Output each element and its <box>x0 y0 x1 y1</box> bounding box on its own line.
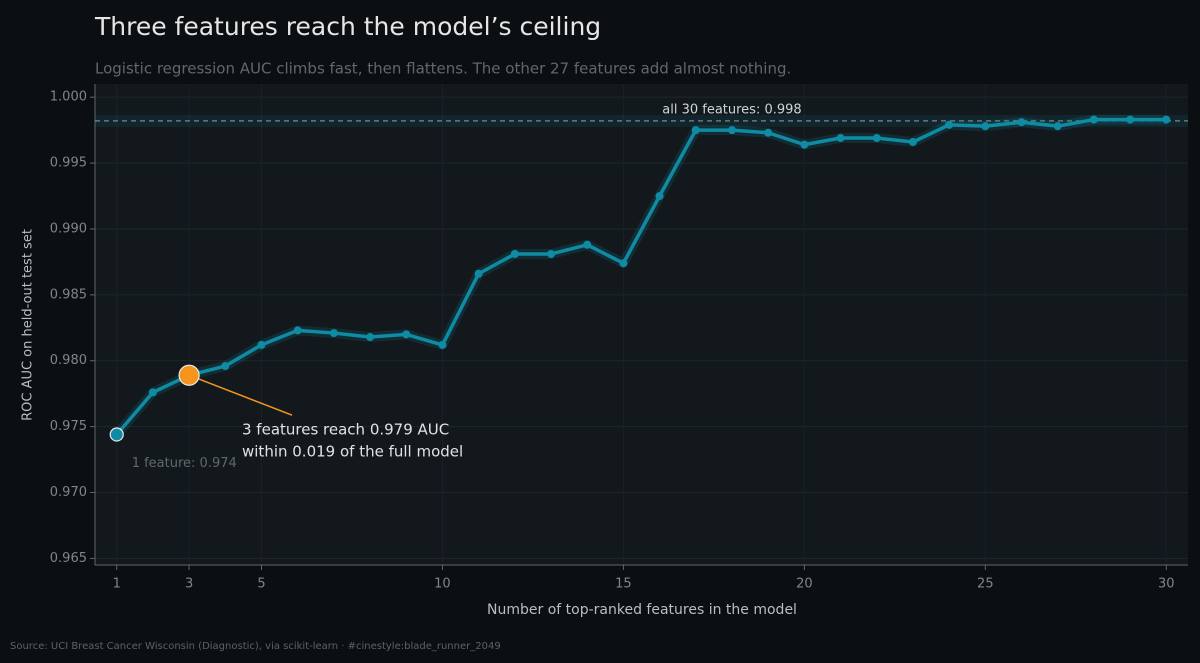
y-tick-label: 0.970 <box>50 485 87 500</box>
annotation: within 0.019 of the full model <box>242 443 463 461</box>
point <box>293 326 302 335</box>
x-tick-label: 10 <box>434 577 451 592</box>
point <box>1162 115 1171 124</box>
highlight-point <box>178 364 200 386</box>
point <box>836 134 845 143</box>
point <box>945 120 954 129</box>
point <box>474 269 483 278</box>
point <box>583 240 592 249</box>
point <box>438 340 447 349</box>
point <box>619 259 628 268</box>
line <box>115 117 1167 436</box>
point <box>872 134 881 143</box>
annotation: 3 features reach 0.979 AUC <box>242 421 449 439</box>
x-tick-label: 3 <box>185 577 193 592</box>
y-tick-label: 0.990 <box>50 221 87 236</box>
point <box>148 388 157 397</box>
x-axis-label: Number of top-ranked features in the mod… <box>487 602 797 618</box>
point <box>510 249 519 258</box>
x-tick-label: 15 <box>615 577 632 592</box>
point <box>908 137 917 146</box>
point <box>1017 118 1026 127</box>
point <box>981 122 990 131</box>
reference-label: all 30 features: 0.998 <box>662 102 801 117</box>
point <box>655 192 664 201</box>
y-axis-label: ROC AUC on held-out test set <box>21 229 36 421</box>
annotation-arrow <box>188 374 293 416</box>
x-tick-label: 1 <box>113 577 121 592</box>
point <box>800 140 809 149</box>
y-tick-label: 0.985 <box>50 287 87 302</box>
point <box>1126 115 1135 124</box>
reference-glow <box>95 114 1188 127</box>
point <box>764 128 773 137</box>
highlight-point <box>109 427 124 442</box>
point <box>1053 122 1062 131</box>
point <box>329 329 338 338</box>
x-tick-label: 20 <box>796 577 813 592</box>
point <box>402 330 411 339</box>
x-tick-label: 5 <box>257 577 265 592</box>
y-tick-label: 0.995 <box>50 156 87 171</box>
x-tick-label: 25 <box>977 577 994 592</box>
point <box>257 340 266 349</box>
y-tick-label: 0.965 <box>50 551 87 566</box>
y-tick-label: 0.980 <box>50 353 87 368</box>
point <box>366 333 375 342</box>
point <box>727 126 736 135</box>
point <box>1089 115 1098 124</box>
point <box>221 362 230 371</box>
point <box>547 249 556 258</box>
y-tick-label: 0.975 <box>50 419 87 434</box>
annotation: 1 feature: 0.974 <box>132 456 237 471</box>
plot-area <box>95 84 1188 565</box>
chart-title: Three features reach the model’s ceiling <box>94 12 601 41</box>
x-tick-label: 30 <box>1158 577 1175 592</box>
y-tick-label: 1.000 <box>50 90 87 105</box>
point <box>691 126 700 135</box>
chart-subtitle: Logistic regression AUC climbs fast, the… <box>95 60 791 78</box>
source: Source: UCI Breast Cancer Wisconsin (Dia… <box>10 641 501 652</box>
